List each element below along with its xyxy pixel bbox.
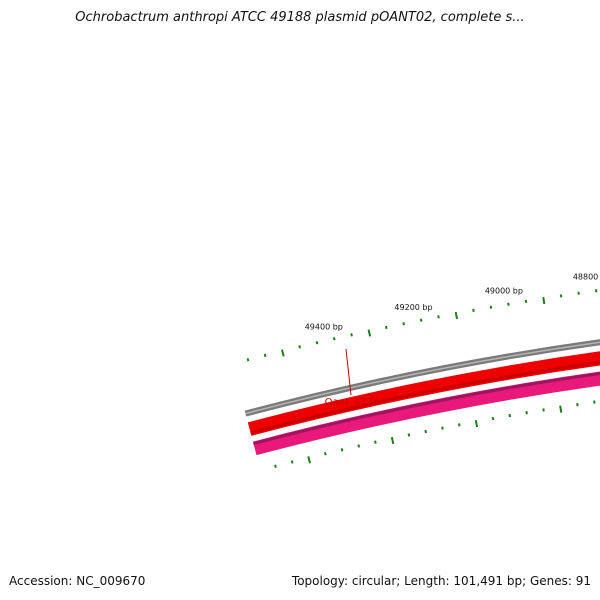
inner-tick bbox=[307, 456, 311, 464]
reverse-strand-gene-oant-4776 bbox=[252, 371, 600, 456]
inner-tick bbox=[357, 444, 360, 448]
gene-label-leader-line bbox=[345, 348, 352, 396]
outer-tick bbox=[367, 329, 372, 337]
inner-tick bbox=[508, 413, 511, 418]
inner-tick bbox=[274, 464, 277, 468]
bp-label: 48800 bp bbox=[573, 273, 600, 282]
outer-tick bbox=[385, 325, 388, 330]
outer-tick bbox=[489, 305, 493, 309]
outer-tick bbox=[315, 341, 319, 345]
inner-tick bbox=[559, 405, 563, 413]
inner-tick bbox=[593, 400, 596, 404]
outer-tick bbox=[542, 296, 546, 305]
outer-tick bbox=[350, 333, 353, 337]
outer-tick bbox=[332, 337, 336, 341]
inner-tick bbox=[441, 426, 444, 430]
outer-tick bbox=[507, 302, 510, 306]
outer-tick bbox=[524, 299, 528, 303]
gene-label-oant-4776[interactable]: Oant_4776 bbox=[325, 397, 380, 408]
outer-tick bbox=[263, 353, 267, 358]
forward-strand-gene-shade bbox=[250, 360, 600, 435]
gene-tracks bbox=[244, 339, 600, 456]
outer-tick bbox=[454, 311, 458, 320]
outer-tick bbox=[246, 358, 250, 362]
inner-tick bbox=[542, 408, 545, 412]
accession-text: Accession: NC_009670 bbox=[9, 574, 146, 588]
outer-tick bbox=[559, 294, 563, 298]
outer-tick-marks bbox=[246, 289, 598, 362]
topology-summary-text: Topology: circular; Length: 101,491 bp; … bbox=[291, 574, 591, 588]
outer-tick bbox=[298, 345, 301, 349]
inner-tick bbox=[390, 436, 395, 445]
outer-tick bbox=[281, 349, 285, 357]
inner-tick bbox=[491, 416, 495, 421]
inner-tick bbox=[324, 452, 327, 456]
reverse-strand-gene-edge bbox=[253, 372, 600, 446]
bp-label: 49000 bp bbox=[485, 286, 523, 295]
inner-tick bbox=[407, 433, 411, 437]
inner-tick bbox=[458, 423, 461, 427]
inner-tick bbox=[424, 429, 427, 434]
map-title: Ochrobactrum anthropi ATCC 49188 plasmid… bbox=[75, 10, 525, 25]
inner-tick bbox=[525, 411, 528, 415]
outer-tick bbox=[419, 318, 423, 322]
outer-tick bbox=[472, 308, 475, 312]
outer-tick bbox=[437, 315, 440, 319]
inner-tick bbox=[290, 460, 294, 464]
inner-tick bbox=[474, 420, 479, 428]
backbone-ring-highlight bbox=[245, 341, 600, 415]
bp-label: 49200 bp bbox=[394, 303, 432, 312]
inner-tick bbox=[374, 440, 377, 444]
inner-tick bbox=[340, 448, 344, 452]
bp-label: 49400 bp bbox=[305, 322, 343, 331]
inner-tick-marks bbox=[274, 400, 596, 468]
outer-tick bbox=[402, 322, 405, 326]
forward-strand-gene bbox=[247, 351, 600, 436]
